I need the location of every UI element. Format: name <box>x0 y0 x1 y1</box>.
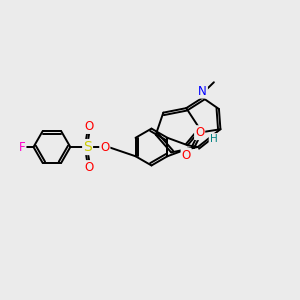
Text: O: O <box>84 161 94 174</box>
Text: S: S <box>83 140 92 154</box>
Text: O: O <box>84 120 94 133</box>
Text: O: O <box>182 149 191 162</box>
Text: H: H <box>209 134 217 144</box>
Text: O: O <box>100 140 110 154</box>
Text: O: O <box>195 126 204 139</box>
Text: F: F <box>19 140 26 154</box>
Text: N: N <box>198 85 207 98</box>
